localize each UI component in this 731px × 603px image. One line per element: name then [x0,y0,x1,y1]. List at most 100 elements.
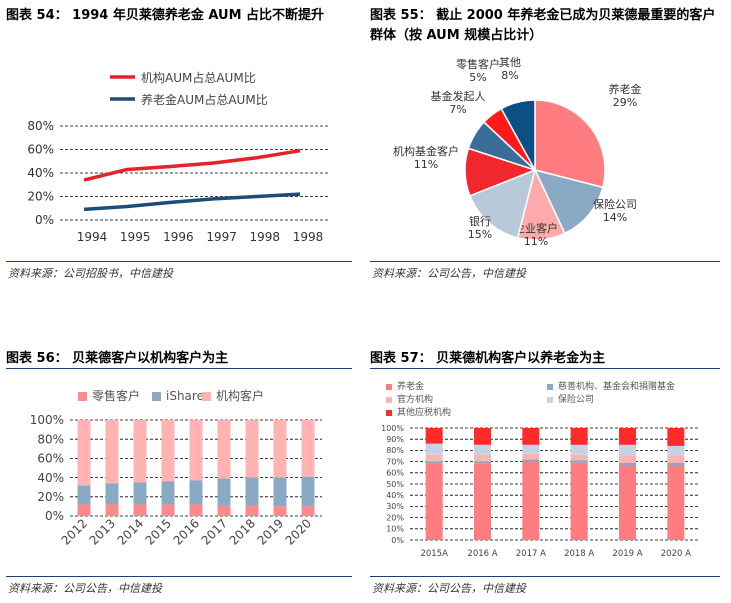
slice-label: 机构基金客户 [393,144,459,158]
bar-segment [570,462,588,540]
pie-slice [500,99,536,171]
x-tick-label: 1998 [293,230,324,244]
y-tick-label: 30% [386,502,404,511]
divider [6,368,352,369]
bar-segment [619,444,636,456]
bar-segment [619,428,636,445]
divider [6,261,352,262]
x-tick-label: 2019 A [612,549,642,559]
y-tick-label: 50% [386,480,404,489]
legend-label: iShares [166,389,210,403]
legend-label: 其他应税机构 [397,406,451,418]
bar-segment [474,461,491,464]
bar-segment [161,504,175,516]
x-tick-label: 1994 [77,230,108,244]
figure-title-57: 图表 57： 贝莱德机构客户以养老金为主 [370,351,606,366]
bar-segment [570,454,588,461]
bar-segment [77,504,91,516]
bar-segment [189,480,203,505]
bar-segment [425,463,443,540]
bar-segment [105,504,119,516]
series-line [83,148,301,182]
y-tick-label: 100% [381,424,404,433]
bar-segment [273,506,287,516]
bar-segment [301,506,315,516]
slice-label: 保险公司 [593,197,637,211]
figure-title-55-line2: 群体（按 AUM 规模占比计） [370,28,543,43]
legend-label: 机构客户 [216,388,264,403]
legend-label: 慈善机构、基金会和捐赠基金 [558,380,675,392]
figure-title-56: 图表 56： 贝莱德客户以机构客户为主 [6,351,229,366]
legend-label: 保险公司 [558,393,594,405]
y-tick-label: 80% [27,119,54,133]
bar-segment [217,478,231,506]
y-tick-label: 60% [386,469,404,478]
bar-segment [425,443,443,455]
pie-slice [533,168,604,235]
legend-swatch [152,392,161,401]
x-tick-label: 1998 [250,230,281,244]
y-tick-label: 10% [386,525,404,534]
x-tick-label: 2013 [87,516,118,547]
bar-segment [522,453,540,460]
legend-swatch [202,392,211,401]
bar-segment [667,464,685,540]
y-tick-label: 0% [45,509,64,523]
legend-label: 机构AUM占总AUM比 [141,70,256,85]
slice-percent: 11% [414,158,438,171]
bar-segment [667,462,685,465]
bar-segment [77,420,91,486]
divider [370,368,720,369]
bar-segment [619,456,636,463]
y-tick-label: 90% [386,435,404,444]
bar-segment [133,482,147,505]
bar-segment [425,454,443,462]
bar-segment [245,505,259,516]
pie-slice [534,99,606,189]
bar-segment [133,420,147,483]
slice-label: 企业客户 [514,221,558,235]
bar-segment [189,420,203,481]
bar-segment [217,505,231,516]
bar-segment [474,428,491,445]
y-tick-label: 40% [386,491,404,500]
bar-segment [474,444,491,455]
legend-label: 零售客户 [92,388,140,403]
bar-segment [77,485,91,505]
figure-title-55: 图表 55： 截止 2000 年养老金已成为贝莱德最重要的客户 [370,8,716,23]
bar-segment [570,428,588,445]
bar-segment [425,428,443,444]
bar-segment [474,454,491,462]
x-tick-label: 2017 A [516,549,546,559]
slice-label: 基金发起人 [431,89,486,103]
legend-swatch [547,397,553,403]
x-tick-label: 2020 A [661,549,691,559]
x-tick-label: 2015A [420,549,448,559]
pie-chart: 养老金29%保险公司14%企业客户11%银行15%机构基金客户11%基金发起人7… [393,56,642,248]
y-tick-label: 0% [35,213,54,227]
slice-percent: 15% [468,228,492,241]
slice-percent: 11% [524,235,548,248]
bar-segment [425,461,443,464]
x-tick-label: 2016 [171,516,202,547]
y-tick-label: 60% [27,143,54,157]
series-line [83,192,301,212]
legend-swatch [547,384,553,390]
bar-segment [161,420,175,482]
slice-label: 零售客户 [456,57,500,71]
bar-segment [301,420,315,477]
slice-label: 其他 [499,56,521,69]
bar-segment [133,504,147,516]
bar-segment [245,477,259,506]
bar-segment [667,428,685,446]
source-note-57: 资料来源：公司公告，中信建投 [372,582,526,595]
x-tick-label: 2020 [283,516,314,547]
x-tick-label: 2017 [199,516,230,547]
y-tick-label: 0% [391,536,404,545]
x-tick-label: 1996 [163,230,194,244]
source-note-55: 资料来源：公司公告，中信建投 [372,267,526,280]
bar-segment [301,476,315,507]
y-tick-label: 100% [30,413,64,427]
y-tick-label: 40% [27,166,54,180]
legend-swatch [78,392,87,401]
